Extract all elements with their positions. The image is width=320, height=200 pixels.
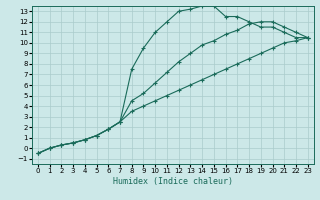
X-axis label: Humidex (Indice chaleur): Humidex (Indice chaleur) [113, 177, 233, 186]
